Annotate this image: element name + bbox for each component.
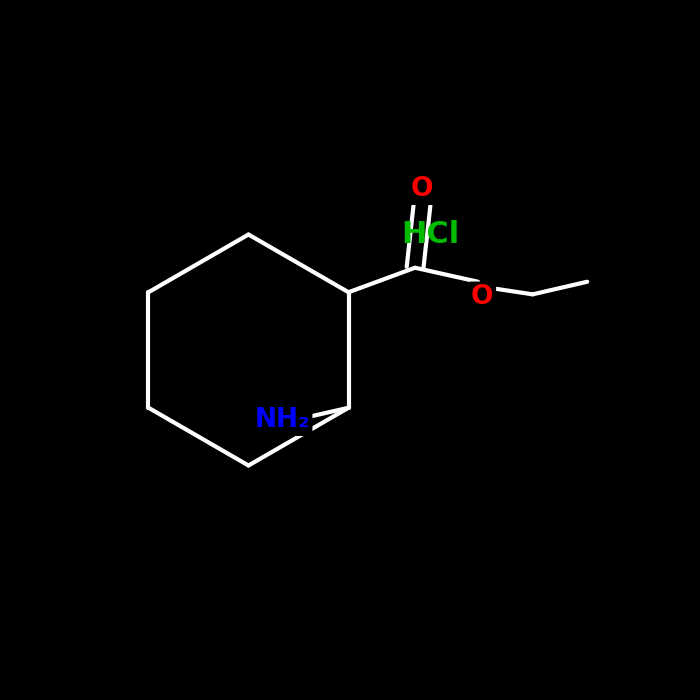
Text: HCl: HCl xyxy=(401,220,460,249)
Text: NH₂: NH₂ xyxy=(254,407,310,433)
Text: O: O xyxy=(411,176,433,202)
Text: O: O xyxy=(471,284,493,310)
